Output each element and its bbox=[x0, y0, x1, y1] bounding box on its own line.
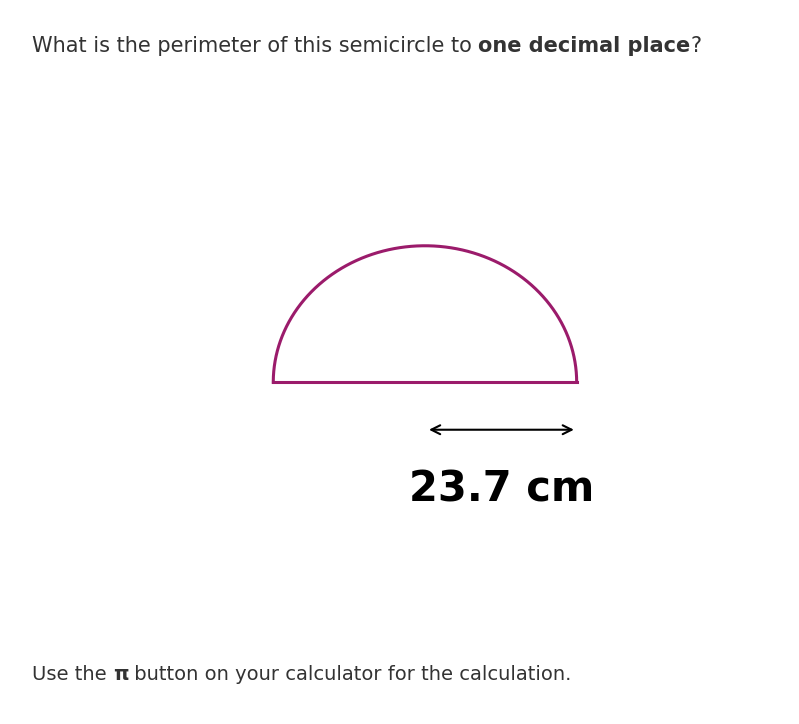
Text: one decimal place: one decimal place bbox=[479, 36, 690, 56]
Text: 23.7 cm: 23.7 cm bbox=[409, 468, 594, 510]
Text: π: π bbox=[113, 665, 129, 684]
Text: button on your calculator for the calculation.: button on your calculator for the calcul… bbox=[129, 665, 572, 684]
Text: ?: ? bbox=[690, 36, 702, 56]
Text: Use the: Use the bbox=[32, 665, 113, 684]
Text: What is the perimeter of this semicircle to: What is the perimeter of this semicircle… bbox=[32, 36, 479, 56]
